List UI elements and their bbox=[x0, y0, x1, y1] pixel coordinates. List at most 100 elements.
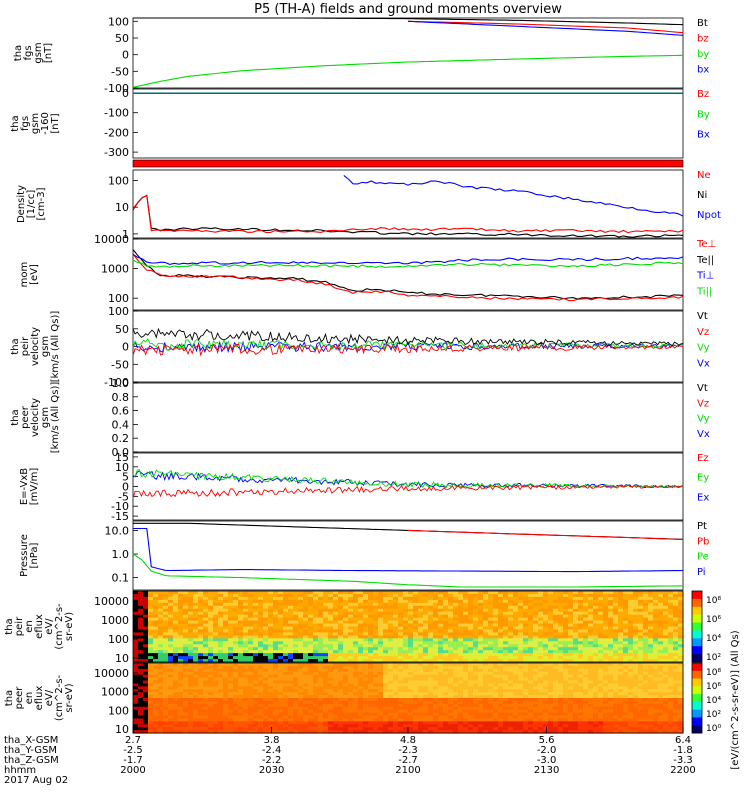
y-tick-label: -200 bbox=[104, 126, 129, 139]
series-Ne bbox=[132, 194, 684, 234]
series-Pi bbox=[133, 527, 684, 573]
panel-frame bbox=[132, 590, 684, 663]
series-Vt bbox=[132, 327, 684, 347]
x-tick-label: 2030 bbox=[259, 765, 284, 776]
panel-6: 1.00.80.60.40.20.0 tha peer velocity gsm [km/… bbox=[10, 377, 710, 459]
legend: Vt Vz Vy Vx bbox=[697, 383, 710, 440]
legend: Bz By Bx bbox=[697, 89, 710, 141]
svg-text:velocity: velocity bbox=[30, 327, 41, 366]
y-tick-label: -100 bbox=[104, 376, 129, 389]
svg-text:[eV]: [eV] bbox=[29, 264, 40, 285]
y-tick-label: 0 bbox=[122, 49, 129, 62]
y-tick-label: 0.1 bbox=[112, 572, 130, 585]
svg-text:eflux: eflux bbox=[34, 614, 45, 639]
series-Ex bbox=[132, 470, 684, 489]
panel-1: 100 50 0 -50 -100 tha fgs gsm [nT] Bt bz by bx bbox=[13, 15, 709, 95]
x-tick-label: -3.0 bbox=[537, 755, 557, 766]
y-tick-label: -10 bbox=[111, 500, 129, 513]
series-Ti⊥ bbox=[132, 253, 684, 265]
y-tick-label: 10 bbox=[115, 652, 129, 665]
y-tick-labels: 10000 1000 100 10 bbox=[94, 667, 138, 736]
y-tick-label: 5 bbox=[122, 471, 129, 484]
y-tick-label: 0.8 bbox=[112, 391, 130, 404]
svg-text:Pressure: Pressure bbox=[19, 534, 30, 577]
svg-text:gsm: gsm bbox=[33, 42, 44, 63]
y-tick-label: 10 bbox=[115, 201, 129, 214]
panel-frame bbox=[132, 382, 684, 453]
svg-text:[cm-3]: [cm-3] bbox=[36, 187, 47, 220]
svg-text:gsm: gsm bbox=[40, 407, 51, 428]
svg-text:E=-VxB: E=-VxB bbox=[19, 468, 30, 505]
svg-text:[mV/m]: [mV/m] bbox=[29, 468, 40, 506]
y-tick-label: 50 bbox=[115, 323, 129, 336]
colorbar-tick-label: 10⁰ bbox=[706, 724, 721, 734]
series-Ni bbox=[132, 194, 684, 238]
x-tick-label: -2.0 bbox=[537, 745, 557, 756]
svg-text:[km/s (All Qs)]: [km/s (All Qs)] bbox=[50, 311, 61, 383]
x-row-label: tha_X-GSM bbox=[4, 735, 58, 746]
x-tick-label: 2100 bbox=[395, 765, 420, 776]
series-Pe bbox=[132, 553, 684, 588]
legend-entry: Ti|| bbox=[696, 286, 712, 297]
colorbar-10: 10⁸ 10⁶ 10⁴ 10² 10⁰ bbox=[691, 662, 721, 734]
legend-entry: Vy bbox=[697, 343, 710, 354]
svg-text:[km/s (All Qs)]: [km/s (All Qs)] bbox=[50, 382, 61, 454]
legend-entry: Vt bbox=[697, 311, 708, 322]
y-tick-label: 0 bbox=[122, 87, 129, 100]
x-row-label: hhmm bbox=[4, 765, 36, 776]
spectrogram-10 bbox=[133, 663, 684, 734]
legend-entry: Bt bbox=[697, 18, 708, 29]
y-tick-labels: 0 -100 -200 -300 bbox=[104, 87, 138, 159]
y-axis-label: tha peer velocity gsm [km/s (All Qs)] bbox=[10, 382, 61, 454]
legend: Ne Ni Npot bbox=[697, 170, 721, 221]
y-tick-label: 1.0 bbox=[112, 377, 130, 390]
y-tick-label: 10000 bbox=[94, 233, 129, 246]
y-tick-label: 100 bbox=[108, 292, 129, 305]
panel-4: 10000 1000 100 mom [eV] Te⊥ Te|| Ti⊥ Ti|| bbox=[19, 233, 716, 311]
y-tick-label: 100 bbox=[108, 175, 129, 188]
series-Vz bbox=[132, 343, 684, 357]
panel-2: 0 -100 -200 -300 tha fgs gsm -160 [nT] Bz By Bx bbox=[10, 87, 710, 159]
y-tick-label: -300 bbox=[104, 146, 129, 159]
legend-entry: Ey bbox=[697, 473, 709, 484]
y-tick-label: 10 bbox=[115, 723, 129, 736]
x-tick-label: -2.4 bbox=[262, 745, 282, 756]
series-bz bbox=[407, 20, 684, 34]
svg-text:[nT]: [nT] bbox=[43, 43, 54, 63]
x-tick-label: 5.6 bbox=[539, 735, 555, 746]
y-axis-label: tha fgs gsm -160 [nT] bbox=[10, 112, 61, 135]
spectrogram-9 bbox=[133, 591, 684, 663]
svg-text:[nT]: [nT] bbox=[50, 113, 61, 133]
x-row-label: tha_Z-GSM bbox=[4, 755, 59, 766]
y-tick-label: -50 bbox=[111, 65, 129, 78]
x-tick-label: 2000 bbox=[120, 765, 145, 776]
panel-10: 10⁸ 10⁶ 10⁴ 10² 10⁰ 10000 1000 100 10 tha peer en ef… bbox=[4, 662, 721, 736]
colorbar-tick-label: 10⁸ bbox=[706, 668, 721, 678]
legend-entry: Bx bbox=[697, 130, 710, 141]
svg-text:fgs: fgs bbox=[20, 116, 31, 131]
panel-3: 100 10 1 Density [1/cc] [cm-3] Ne Ni Npot bbox=[16, 169, 721, 241]
svg-text:velocity: velocity bbox=[30, 398, 41, 437]
y-axis-label: tha peer en eflux eV/(cm^2-s-sr-eV) bbox=[4, 674, 75, 721]
legend-entry: Te⊥ bbox=[696, 239, 716, 250]
y-tick-labels: 100 50 0 -50 -100 bbox=[104, 15, 138, 95]
date-label: 2017 Aug 02 bbox=[4, 775, 68, 786]
legend-entry: Pb bbox=[697, 536, 709, 547]
x-tick-label: -1.7 bbox=[123, 755, 143, 766]
legend-entry: Npot bbox=[697, 210, 721, 221]
svg-text:tha: tha bbox=[10, 409, 21, 425]
panel-frame bbox=[132, 88, 684, 159]
svg-text:tha: tha bbox=[10, 338, 21, 354]
legend-entry: Ez bbox=[697, 453, 709, 464]
x-tick-label: 2.7 bbox=[125, 735, 141, 746]
y-tick-labels: 100 10 1 bbox=[108, 175, 138, 241]
y-tick-labels: 1.00.80.60.40.20.0 bbox=[112, 377, 138, 459]
colorbar-tick-label: 10² bbox=[706, 653, 721, 663]
legend-entry: Ni bbox=[697, 190, 707, 201]
legend-entry: bz bbox=[697, 34, 709, 45]
y-tick-label: -100 bbox=[104, 107, 129, 120]
colorbar-label: [eV/(cm^2-s-sr-eV)] (All Qs) bbox=[730, 630, 741, 769]
y-tick-label: 0.6 bbox=[112, 405, 130, 418]
svg-text:-160: -160 bbox=[40, 112, 51, 135]
y-axis-label: tha peir velocity gsm [km/s (All Qs)] bbox=[10, 311, 61, 383]
